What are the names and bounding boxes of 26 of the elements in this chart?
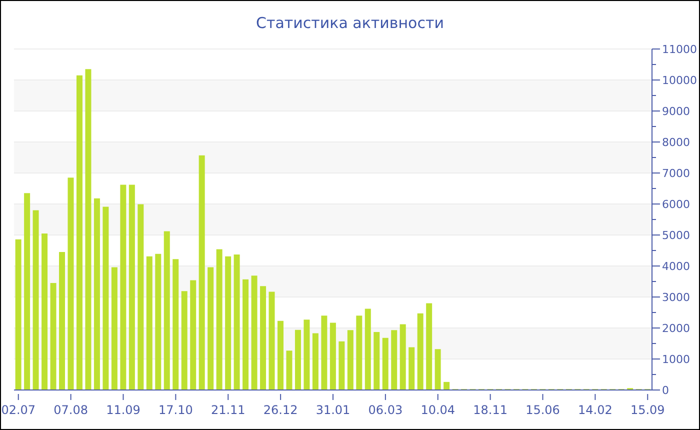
y-tick-label: 2000 (662, 322, 690, 335)
x-tick-label: 11.09 (106, 403, 140, 417)
y-tick-label: 9000 (662, 105, 690, 118)
y-tick-label: 1000 (662, 353, 690, 366)
x-tick-label: 10.04 (420, 403, 456, 417)
x-tick-label: 31.01 (316, 403, 350, 417)
y-tick-label: 5000 (662, 229, 690, 242)
x-tick-label: 02.07 (1, 403, 36, 417)
x-tick-label: 17.10 (158, 403, 193, 417)
x-tick-label: 07.08 (54, 403, 88, 417)
y-tick-label: 7000 (662, 167, 690, 180)
x-tick-label: 14.02 (578, 403, 612, 417)
y-tick-label: 0 (662, 384, 669, 397)
y-tick-label: 4000 (662, 260, 690, 273)
x-tick-label: 26.12 (263, 403, 298, 417)
x-tick-label: 21.11 (210, 403, 246, 417)
x-tick-label: 15.09 (630, 403, 665, 417)
chart-title: Статистика активности (255, 14, 445, 32)
y-tick-label: 3000 (662, 291, 690, 304)
y-tick-label: 11000 (662, 43, 697, 56)
x-tick-label: 15.06 (526, 403, 560, 417)
y-tick-label: 8000 (662, 136, 690, 149)
y-tick-label: 6000 (662, 198, 690, 211)
x-tick-label: 06.03 (368, 403, 403, 417)
y-tick-label: 10000 (662, 74, 697, 87)
x-tick-label: 18.11 (473, 403, 508, 417)
